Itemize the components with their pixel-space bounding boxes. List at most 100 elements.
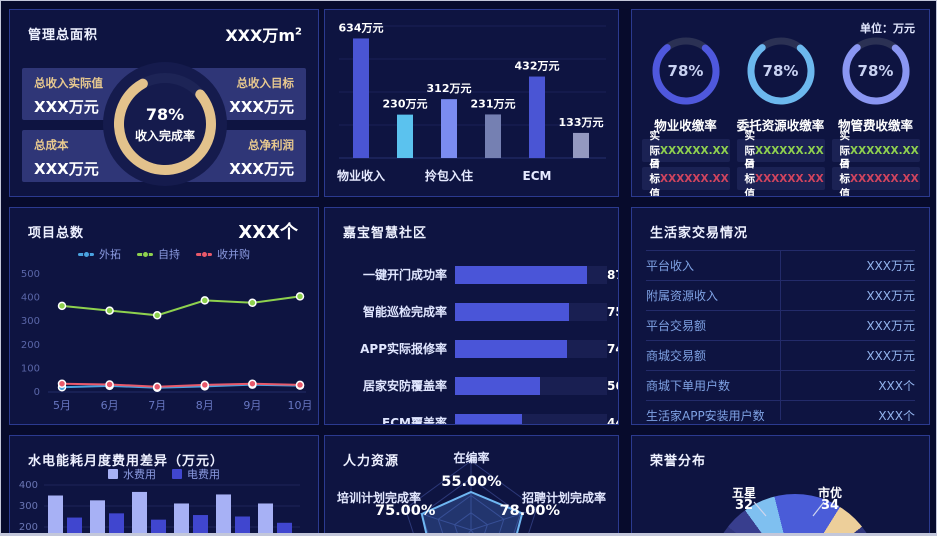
community-bar-track [455, 339, 607, 358]
lifehome-label: 平台交易额 [646, 319, 707, 333]
legend-item-电费用[interactable]: 电费用 [172, 466, 220, 482]
panel-title: 嘉宝智慧社区 [343, 226, 428, 241]
bar-value-label: 230万元 [383, 98, 428, 111]
water-cost-bar [174, 503, 189, 533]
community-bar-fill [455, 339, 568, 358]
legend-label: 收并购 [217, 248, 250, 261]
radar-grid [404, 460, 538, 533]
series-point [152, 311, 162, 320]
community-bar-row: 一键开门成功率 87.0% [325, 256, 618, 293]
legend-marker [137, 250, 153, 258]
bar-value-label: 634万元 [339, 21, 384, 34]
collection-gauge: 78% 委托资源收缴率 实际值 XXXXXX.XX 目标值 XXXXXX.XX [733, 34, 828, 196]
bar-category-label: 物业收入 [337, 168, 385, 183]
community-bar-track [455, 302, 607, 321]
radar-axis-value: 75.00% [375, 503, 436, 519]
series-point [200, 296, 210, 305]
community-bar-label: 智能巡检完成率 [362, 305, 447, 319]
hr-radar-chart-svg [404, 460, 538, 533]
lifehome-label: 平台收入 [646, 259, 695, 273]
series-point [57, 301, 67, 311]
community-bar-row: 智能巡检完成率 75.0% [325, 293, 618, 330]
x-tick-label: 10月 [288, 399, 313, 412]
donut-center-text: 78% 收入完成率 [103, 62, 227, 186]
stat-label: 总收入目标 [236, 76, 295, 90]
lifehome-label: 附属资源收入 [646, 289, 719, 303]
legend-marker [196, 250, 212, 258]
revenue-bar [529, 76, 545, 158]
panel-title: 水电能耗月度费用差异（万元） [28, 454, 225, 469]
panel-utilities-cost: 水电能耗月度费用差异（万元） 水费用 电费用 400 300 200 [9, 435, 319, 533]
legend-item-自持[interactable]: 自持 [137, 246, 180, 262]
radar-data-polygon [420, 490, 524, 533]
collection-gauge: 78% 物业收缴率 实际值 XXXXXX.XX 目标值 XXXXXX.XX [638, 34, 733, 196]
y-tick-label: 300 [19, 501, 38, 512]
collection-gauge: 78% 物管费收缴率 实际值 XXXXXX.XX 目标值 XXXXXX.XX [828, 34, 923, 196]
projects-line-chart-svg: 0 100 200 300 400 500 5月 6月 7月 8月 9月 10月 [21, 269, 313, 412]
donut-caption: 收入完成率 [134, 128, 195, 143]
pie-slice-label: 市优 [817, 486, 842, 500]
gauge-ring-svg [842, 37, 909, 105]
bar-category-label: ECM [523, 169, 552, 183]
lifehome-label: 商城交易额 [646, 349, 707, 363]
series-point [295, 380, 305, 390]
electric-cost-bar [235, 516, 250, 533]
gauge-label: 委托资源收缴率 [736, 118, 825, 133]
panel-human-resources: 人力资源 在编率 55.00% 培训计划完成率 75.00% 招聘计划完成率 7… [324, 435, 619, 533]
x-tick-label: 6月 [101, 399, 119, 412]
series-line-自持 [61, 295, 301, 317]
chip-key: 目标值 [649, 158, 661, 197]
legend-swatch [172, 469, 182, 479]
legend-dot [201, 250, 208, 258]
lifehome-row: 生活家APP安装用户数 XXX个 [646, 401, 915, 424]
bar-value-label: 133万元 [559, 116, 604, 129]
lifehome-value: XXX万元 [866, 349, 915, 363]
panel-honor-distribution: 荣誉分布 五星 32 市优 34 [631, 435, 930, 533]
y-tick-label: 0 [34, 387, 40, 398]
pie-slice-value: 34 [820, 498, 840, 513]
community-bar-row: ECM覆盖率 44.0% [325, 404, 618, 424]
legend-item-水费用[interactable]: 水费用 [108, 466, 156, 482]
legend-dot [142, 250, 149, 258]
panel-title: 管理总面积 [28, 28, 99, 43]
legend-item-外拓[interactable]: 外拓 [78, 246, 121, 262]
lifehome-value: XXX个 [878, 379, 915, 393]
y-tick-label: 300 [21, 316, 40, 327]
series-point [152, 382, 162, 392]
gauge-target-row: 目标值 XXXXXX.XX [831, 158, 920, 196]
projects-legend: 外拓 自持 收并购 [10, 246, 318, 262]
community-bar-fill [455, 413, 522, 424]
gauge-ring-svg [652, 37, 719, 105]
x-tick-label: 9月 [243, 399, 261, 412]
gauge-ring-svg [747, 37, 814, 105]
electric-cost-bar [193, 515, 208, 533]
legend-item-收并购[interactable]: 收并购 [196, 246, 250, 262]
legend-label: 自持 [158, 248, 180, 261]
electric-cost-bar [67, 517, 82, 533]
water-cost-bar [90, 500, 105, 533]
community-bar-label: 居家安防覆盖率 [362, 379, 447, 393]
x-tick-label: 7月 [148, 399, 166, 412]
bar-value-label: 231万元 [471, 97, 516, 110]
gauge-percent-value: 78% [857, 62, 894, 80]
community-bar-rows: 一键开门成功率 87.0% 智能巡检完成率 75.0% APP实际报修率 74.0% 居家安… [325, 256, 618, 424]
community-bar-value: 87.0% [607, 267, 618, 282]
lifehome-value: XXX万元 [866, 319, 915, 333]
series-point [105, 306, 114, 315]
x-tick-label: 5月 [53, 399, 71, 412]
community-bar-row: APP实际报修率 74.0% [325, 330, 618, 367]
income-completion-donut: 78% 收入完成率 [103, 62, 227, 186]
series-point [295, 292, 305, 301]
bar-category-label: 拎包入住 [425, 168, 473, 183]
pie-leader-lines [753, 501, 825, 517]
chip-key: 实际值 [839, 130, 851, 172]
panel-title: 项目总数 [28, 226, 85, 241]
lifehome-label: 商城下单用户数 [646, 379, 731, 393]
gauge-target-row: 目标值 XXXXXX.XX [736, 158, 825, 196]
total-area-value: XXX万m2 [225, 22, 302, 46]
stat-label: 总收入实际值 [34, 76, 103, 90]
bar-value-label: 312万元 [427, 82, 472, 95]
bar-value-label: 432万元 [515, 60, 560, 73]
water-cost-bar [48, 495, 63, 533]
panel-management-area: 管理总面积 XXX万m2 总收入实际值 XXX万元 总收入目标 XXX万元 总成… [9, 9, 319, 197]
